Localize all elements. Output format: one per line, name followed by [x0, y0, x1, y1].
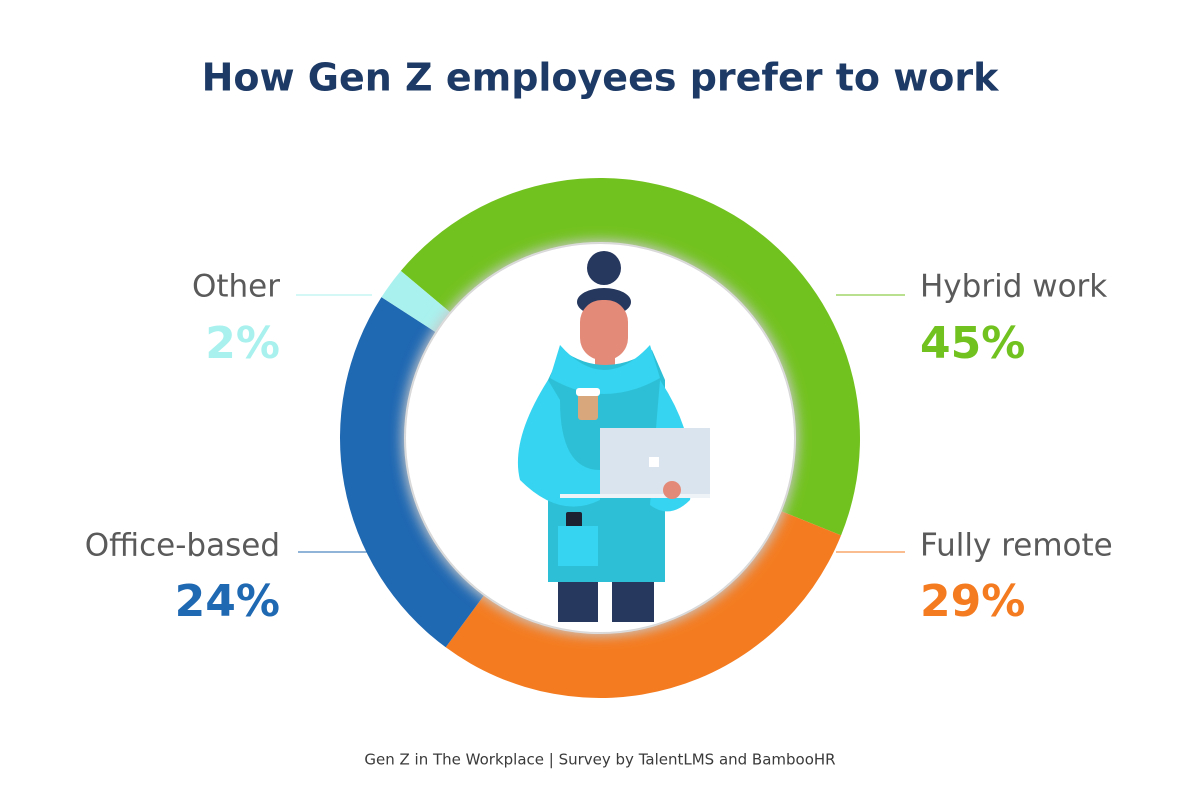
legend-label: Hybrid work — [920, 269, 1107, 305]
legend-label: Other — [192, 269, 280, 305]
labels: Hybrid work 45% Fully remote 29% Office-base… — [85, 269, 1113, 628]
legend-label: Office-based — [85, 528, 280, 564]
illustration — [517, 251, 710, 622]
donut-segment — [381, 270, 450, 332]
legend-label: Fully remote — [920, 528, 1113, 564]
donut-segment — [445, 511, 842, 699]
donut-segment — [339, 297, 484, 648]
donut — [339, 177, 860, 699]
value-label: 24% — [175, 576, 280, 627]
value-label: 45% — [920, 318, 1025, 369]
donut-segment — [400, 177, 860, 536]
source-caption: Gen Z in The Workplace | Survey by Talen… — [364, 751, 835, 769]
value-label: 2% — [205, 318, 280, 369]
chart-title: How Gen Z employees prefer to work — [202, 56, 1000, 100]
value-label: 29% — [920, 576, 1025, 627]
